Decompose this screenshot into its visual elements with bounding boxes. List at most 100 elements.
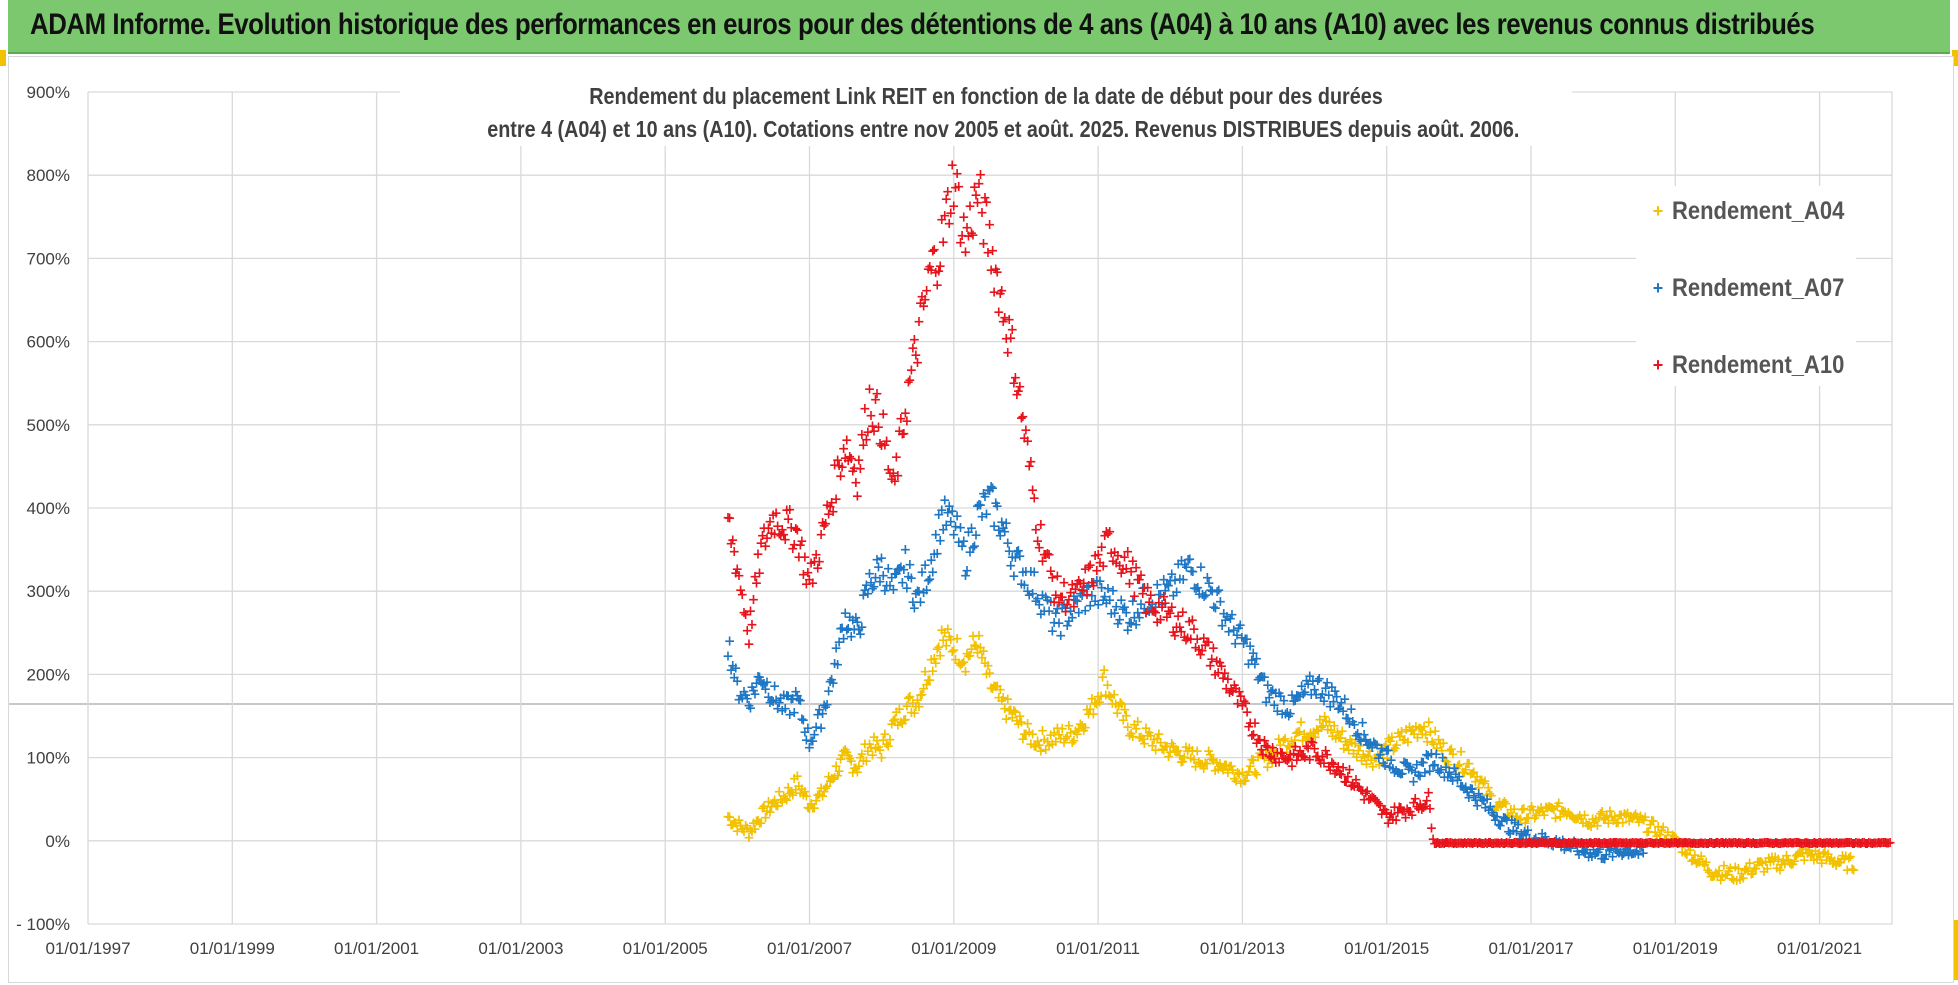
data-point: + xyxy=(1749,860,1761,876)
data-point: + xyxy=(1504,836,1516,852)
data-point: + xyxy=(948,198,960,214)
data-point: + xyxy=(1611,816,1623,832)
legend-item-a07[interactable]: + Rendement_A07 xyxy=(1650,273,1868,303)
data-point: + xyxy=(724,809,736,825)
data-point: + xyxy=(1733,835,1745,851)
data-point: + xyxy=(1588,842,1600,858)
data-point: + xyxy=(1543,836,1555,852)
data-point: + xyxy=(1566,836,1578,852)
data-point: + xyxy=(1705,869,1717,885)
data-point: + xyxy=(1797,836,1809,852)
data-point: + xyxy=(1667,828,1679,844)
data-point: + xyxy=(1020,564,1032,580)
data-point: + xyxy=(847,612,859,628)
data-point: + xyxy=(1452,773,1464,789)
data-point: + xyxy=(1161,739,1173,755)
data-point: + xyxy=(1389,765,1401,781)
data-point: + xyxy=(1443,836,1455,852)
data-point: + xyxy=(1192,580,1204,596)
data-point: + xyxy=(1266,755,1278,771)
data-point: + xyxy=(1147,596,1159,612)
data-point: + xyxy=(1787,857,1799,873)
data-point: + xyxy=(1212,762,1224,778)
data-point: + xyxy=(1268,698,1280,714)
data-point: + xyxy=(775,691,787,707)
data-point: + xyxy=(1691,856,1703,872)
data-point: + xyxy=(1137,580,1149,596)
data-point: + xyxy=(1262,739,1274,755)
data-point: + xyxy=(966,521,978,537)
data-point: + xyxy=(1213,582,1225,598)
data-point: + xyxy=(985,681,997,697)
data-point: + xyxy=(969,538,981,554)
data-point: + xyxy=(1183,614,1195,630)
data-point: + xyxy=(1005,330,1017,346)
data-point: + xyxy=(1115,593,1127,609)
legend-item-a10[interactable]: + Rendement_A10 xyxy=(1650,350,1868,380)
data-point: + xyxy=(1492,798,1504,814)
data-point: + xyxy=(1467,836,1479,852)
data-point: + xyxy=(1584,817,1596,833)
data-point: + xyxy=(1496,835,1508,851)
data-point: + xyxy=(731,673,743,689)
data-point: + xyxy=(1199,638,1211,654)
legend-item-a04[interactable]: + Rendement_A04 xyxy=(1650,196,1868,226)
data-point: + xyxy=(956,228,968,244)
data-point: + xyxy=(1500,796,1512,812)
data-point: + xyxy=(1412,730,1424,746)
data-point: + xyxy=(1101,524,1113,540)
data-point: + xyxy=(1620,808,1632,824)
data-point: + xyxy=(1813,846,1825,862)
data-point: + xyxy=(1317,686,1329,702)
legend-marker-icon: + xyxy=(1652,200,1664,221)
data-point: + xyxy=(1349,717,1361,733)
data-point: + xyxy=(1260,695,1272,711)
data-point: + xyxy=(1832,836,1844,852)
data-point: + xyxy=(1262,759,1274,775)
data-point: + xyxy=(1289,739,1301,755)
data-point: + xyxy=(1611,835,1623,851)
data-point: + xyxy=(1002,536,1014,552)
data-point: + xyxy=(1006,550,1018,566)
data-point: + xyxy=(838,743,850,759)
data-point: + xyxy=(1450,767,1462,783)
data-point: + xyxy=(755,535,767,551)
data-point: + xyxy=(824,674,836,690)
data-point: + xyxy=(1110,697,1122,713)
data-point: + xyxy=(882,561,894,577)
data-point: + xyxy=(1297,686,1309,702)
data-point: + xyxy=(1847,836,1859,852)
x-tick-label: 01/01/1999 xyxy=(190,939,275,958)
data-point: + xyxy=(1226,607,1238,623)
data-point: + xyxy=(1174,572,1186,588)
data-point: + xyxy=(1184,552,1196,568)
data-point: + xyxy=(772,701,784,717)
data-point: + xyxy=(1738,836,1750,852)
data-point: + xyxy=(1481,836,1493,852)
data-point: + xyxy=(1558,835,1570,851)
data-point: + xyxy=(996,693,1008,709)
data-point: + xyxy=(841,433,853,449)
data-point: + xyxy=(1129,610,1141,626)
data-point: + xyxy=(1355,783,1367,799)
data-point: + xyxy=(1507,836,1519,852)
data-point: + xyxy=(990,679,1002,695)
data-point: + xyxy=(894,561,906,577)
data-point: + xyxy=(1171,619,1183,635)
data-point: + xyxy=(1230,681,1242,697)
data-point: + xyxy=(1037,588,1049,604)
data-point: + xyxy=(796,782,808,798)
data-point: + xyxy=(1052,721,1064,737)
data-point: + xyxy=(967,629,979,645)
data-point: + xyxy=(1712,835,1724,851)
data-point: + xyxy=(842,621,854,637)
data-point: + xyxy=(1244,759,1256,775)
data-point: + xyxy=(991,499,1003,515)
data-point: + xyxy=(1312,673,1324,689)
data-point: + xyxy=(1209,763,1221,779)
data-point: + xyxy=(1260,743,1272,759)
data-point: + xyxy=(916,565,928,581)
data-point: + xyxy=(1741,861,1753,877)
data-point: + xyxy=(1229,771,1241,787)
data-point: + xyxy=(1033,597,1045,613)
